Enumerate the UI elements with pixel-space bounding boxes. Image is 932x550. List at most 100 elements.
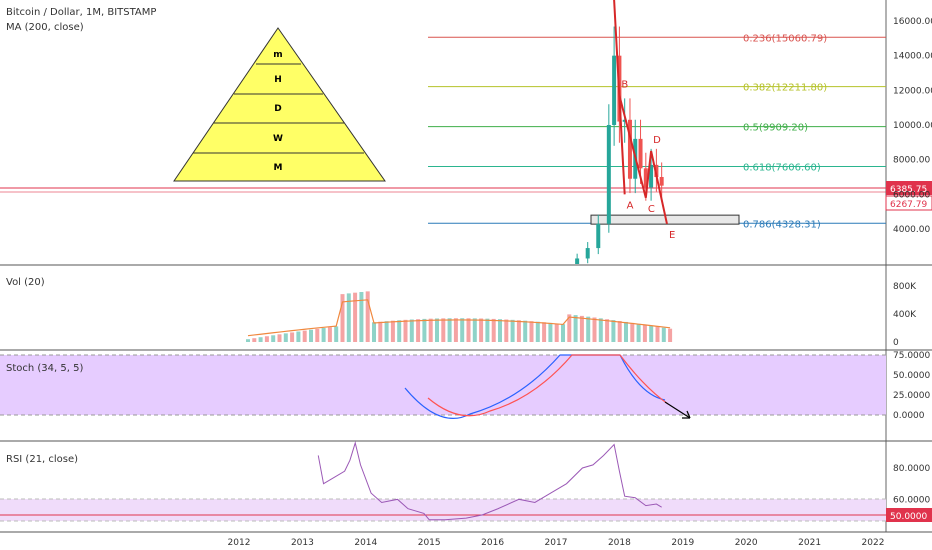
pyramid-label: M [274,163,283,173]
rsi-current-label: 50.0000 [890,512,927,522]
fib-level-label: 0.786(4328.31) [743,219,821,230]
volume-bar [346,293,351,342]
pyramid-label: W [273,134,283,144]
pyramid-label: D [274,104,281,114]
volume-bar [327,327,332,342]
volume-bar [535,321,540,342]
volume-bar [516,320,521,342]
volume-bar [611,320,616,342]
price-tick-label: 10000.00 [893,121,932,131]
volume-bar [416,319,421,342]
volume-bar [390,320,395,342]
volume-bar [258,337,263,342]
fib-level-label: 0.236(15060.79) [743,33,827,44]
rsi-tick-label: 80.0000 [893,464,930,474]
volume-bar [542,322,547,342]
ma-price-label: 6267.79 [890,200,927,210]
rsi-current-badge [886,508,932,522]
time-tick-label: 2020 [735,538,758,548]
ma-price-badge [885,195,932,211]
ma-legend: MA (200, close) [6,22,84,33]
volume-tick-label: 800K [893,282,917,292]
volume-bar [624,321,628,342]
volume-bar [567,314,572,342]
volume-bar [592,317,597,342]
volume-tick-label: 400K [893,310,917,320]
volume-bar [403,319,408,342]
volume-bar [334,326,339,342]
price-tick-label: 8000.00 [893,156,930,166]
volume-bar [661,327,666,342]
time-tick-label: 2014 [354,538,377,548]
volume-bar [353,292,358,342]
time-tick-label: 2018 [608,538,631,548]
volume-bar [435,318,439,342]
volume-bar [447,318,452,342]
stoch-tick-label: 75.0000 [893,351,930,361]
chart-dynamic-layer: 16000.00 14000.00 12000.00 10000.00 8000.00 6… [228,0,932,548]
time-tick-label: 2013 [291,538,314,548]
volume-bar [479,318,484,342]
wave-projection-path [613,0,668,225]
price-tick-label: 14000.00 [893,52,932,62]
volume-bar [321,327,326,342]
volume-bar [649,325,654,342]
volume-bar [264,336,269,342]
volume-bar [491,318,496,342]
volume-bar [359,292,364,342]
volume-bar [365,291,370,342]
stoch-arrow-line [664,401,691,419]
wave-label-a: A [627,200,634,211]
volume-bar [573,315,578,342]
volume-bar [441,318,446,342]
chart-title: Bitcoin / Dollar, 1M, BITSTAMP [6,7,156,18]
volume-bar [548,322,553,342]
volume-bar [428,318,433,342]
volume-bar [642,324,647,342]
last-price-label: 6385.75 [890,185,927,195]
volume-bar [504,319,509,342]
candle-body [627,119,632,179]
price-tick-label: 6000.00 [893,190,930,200]
volume-bar [598,318,603,342]
volume-bar [453,318,458,342]
time-tick-label: 2021 [798,538,821,548]
volume-bar [409,319,414,342]
pyramid-label: H [274,75,282,85]
time-tick-label: 2022 [862,538,885,548]
time-tick-label: 2019 [671,538,694,548]
rsi-tick-label: 60.0000 [893,495,930,505]
stoch-legend: Stoch (34, 5, 5) [6,363,83,374]
candle-body [575,258,580,264]
volume-bar [384,321,389,342]
volume-bar [554,323,559,342]
stoch-tick-label: 50.0000 [893,371,930,381]
fib-level-label: 0.382(12211.80) [743,83,827,94]
volume-bar [630,322,635,342]
time-tick-label: 2017 [545,538,568,548]
volume-bar [309,329,313,342]
candle-body [649,164,654,188]
volume-bar [252,338,257,342]
volume-bar [283,333,288,342]
volume-bar [460,318,465,342]
candle-body [622,119,627,122]
candle-body [585,248,590,259]
volume-bar [523,320,528,342]
stoch-k-line [404,354,666,419]
volume-bar [485,318,490,342]
candle-body [638,138,643,169]
volume-bar [397,320,402,342]
price-tick-label: 16000.00 [893,17,932,27]
volume-bar [302,330,307,342]
wave-label-d: D [653,135,661,146]
volume-bar [472,318,477,342]
candle-body [643,168,648,188]
stoch-tick-label: 0.0000 [893,411,925,421]
pyramid-label: m [273,50,282,60]
pyramid-shape [173,27,386,182]
volume-bar [636,323,641,342]
